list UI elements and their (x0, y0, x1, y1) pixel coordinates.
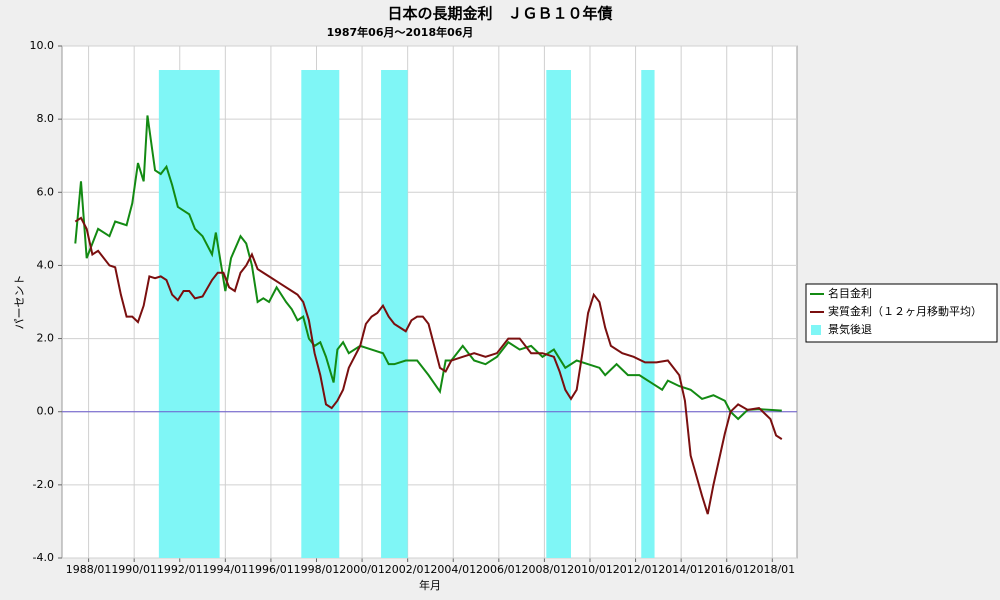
legend-swatch (811, 325, 821, 335)
x-tick-label: 2018/01 (749, 563, 795, 576)
x-tick-label: 2004/01 (430, 563, 476, 576)
y-tick-label: 8.0 (37, 112, 55, 125)
recession-band (381, 70, 408, 558)
y-axis-label: パーセント (13, 275, 26, 330)
y-tick-label: 10.0 (30, 39, 55, 52)
recession-band (641, 70, 655, 558)
legend-label: 景気後退 (828, 322, 872, 336)
chart-title: 日本の長期金利 ＪＧＢ１０年債 (387, 5, 612, 23)
x-tick-label: 2010/01 (567, 563, 613, 576)
x-tick-label: 1990/01 (111, 563, 157, 576)
series-line (74, 115, 782, 421)
series-line (74, 216, 783, 515)
x-tick-label: 2012/01 (613, 563, 659, 576)
recession-band (158, 70, 220, 558)
x-tick-label: 1992/01 (157, 563, 203, 576)
x-tick-label: 2014/01 (658, 563, 704, 576)
legend-label: 実質金利（１２ヶ月移動平均） (828, 304, 982, 318)
x-tick-label: 2000/01 (339, 563, 385, 576)
x-tick-label: 2008/01 (522, 563, 568, 576)
x-tick-label: 2016/01 (704, 563, 750, 576)
legend (805, 283, 998, 343)
x-tick-label: 1988/01 (66, 563, 112, 576)
chart-subtitle: 1987年06月～2018年06月 (327, 25, 474, 39)
y-tick-label: 2.0 (37, 332, 55, 345)
x-tick-label: 1996/01 (248, 563, 294, 576)
y-tick-label: 0.0 (37, 405, 55, 418)
x-axis-label: 年月 (419, 578, 441, 592)
x-tick-label: 1998/01 (294, 563, 340, 576)
recession-band (546, 70, 571, 558)
y-tick-label: 6.0 (37, 185, 55, 198)
y-tick-label: -2.0 (33, 478, 54, 491)
x-tick-label: 2002/01 (385, 563, 431, 576)
x-tick-label: 1994/01 (202, 563, 248, 576)
x-tick-label: 2006/01 (476, 563, 522, 576)
y-tick-label: 4.0 (37, 258, 55, 271)
y-tick-label: -4.0 (33, 551, 54, 564)
legend-label: 名目金利 (828, 286, 872, 300)
